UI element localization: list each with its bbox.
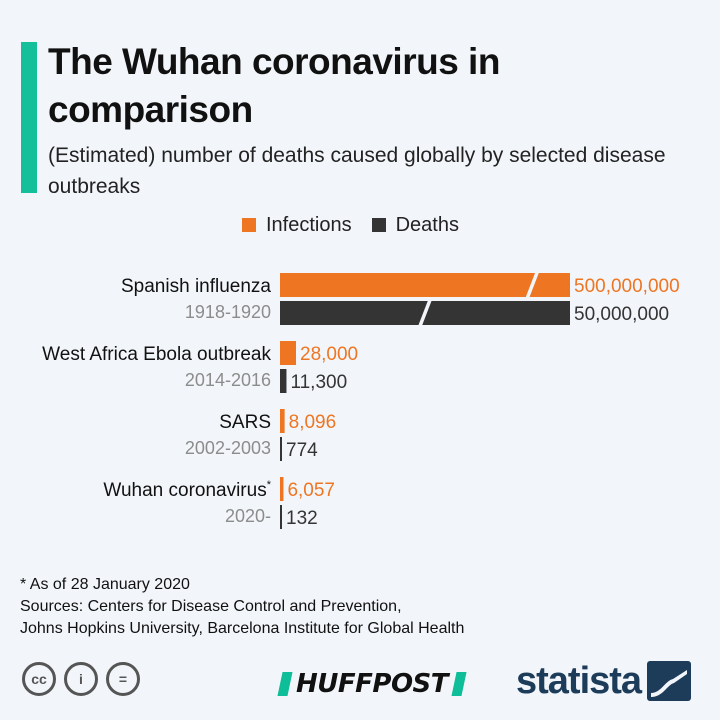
no-derivatives-icon[interactable]: = (106, 662, 140, 696)
page-title: The Wuhan coronavirus in comparison (48, 41, 500, 130)
legend-swatch-deaths (371, 218, 386, 232)
bar-deaths-wuhan-coronavirus (280, 505, 282, 529)
bar-infections-spanish-influenza (280, 273, 570, 297)
bar-deaths-sars (280, 437, 282, 461)
huffpost-slash-right (451, 672, 467, 696)
value-label-infections-west-africa-ebola-outbreak: 28,000 (300, 344, 358, 365)
legend-label-infections: Infections (266, 213, 352, 236)
period-label-sars: 2002-2003 (185, 438, 271, 458)
attribution-icon[interactable]: i (64, 662, 98, 696)
bar-infections-west-africa-ebola-outbreak (280, 341, 296, 365)
category-label-wuhan-coronavirus: Wuhan coronavirus* (103, 479, 271, 501)
category-footnote-marker: * (267, 479, 272, 491)
bar-infections-wuhan-coronavirus (280, 477, 284, 501)
sources-line-2: Johns Hopkins University, Barcelona Inst… (20, 620, 465, 637)
legend-label-deaths: Deaths (395, 213, 459, 236)
license-icons: cc i = (22, 662, 148, 696)
page-subtitle: (Estimated) number of deaths caused glob… (48, 144, 666, 198)
period-label-spanish-influenza: 1918-1920 (185, 302, 271, 322)
accent-bar (21, 42, 37, 193)
legend-swatch-infections (242, 218, 256, 232)
period-label-wuhan-coronavirus: 2020- (225, 506, 271, 526)
sources-line-1: Sources: Centers for Disease Control and… (20, 598, 402, 615)
bar-deaths-west-africa-ebola-outbreak (280, 369, 287, 393)
axis-break-deaths-spanish-influenza (418, 299, 432, 327)
huffpost-wordmark: HUFFPOST (296, 669, 449, 699)
huffpost-slash-left (277, 672, 293, 696)
chart-footnote: * As of 28 January 2020 Sources: Centers… (20, 574, 700, 640)
footnote-asof: * As of 28 January 2020 (20, 576, 190, 593)
creative-commons-icon[interactable]: cc (22, 662, 56, 696)
bar-chart: Spanish influenza 1918-1920 500,000,000 50,… (42, 271, 680, 529)
statista-logo[interactable]: statista (516, 658, 692, 704)
value-label-deaths-spanish-influenza: 50,000,000 (574, 304, 669, 325)
value-label-infections-sars: 8,096 (289, 412, 337, 433)
legend-item-infections: Infections (242, 214, 352, 237)
statista-wordmark: statista (516, 659, 642, 702)
huffpost-logo[interactable]: HUFFPOST (277, 669, 467, 699)
period-label-west-africa-ebola-outbreak: 2014-2016 (185, 370, 271, 390)
value-label-deaths-sars: 774 (286, 440, 318, 461)
statista-mark-icon (647, 661, 692, 701)
bar-infections-sars (280, 409, 285, 433)
value-label-deaths-west-africa-ebola-outbreak: 11,300 (290, 372, 347, 393)
value-label-deaths-wuhan-coronavirus: 132 (286, 508, 318, 529)
value-label-infections-spanish-influenza: 500,000,000 (574, 276, 680, 297)
value-label-infections-wuhan-coronavirus: 6,057 (287, 480, 335, 501)
chart-legend: Infections Deaths (242, 212, 479, 238)
category-label-sars: SARS (219, 412, 271, 433)
legend-item-deaths: Deaths (371, 213, 459, 237)
category-label-spanish-influenza: Spanish influenza (121, 276, 271, 297)
axis-break-infections-spanish-influenza (525, 271, 539, 299)
category-label-west-africa-ebola-outbreak: West Africa Ebola outbreak (42, 344, 271, 365)
